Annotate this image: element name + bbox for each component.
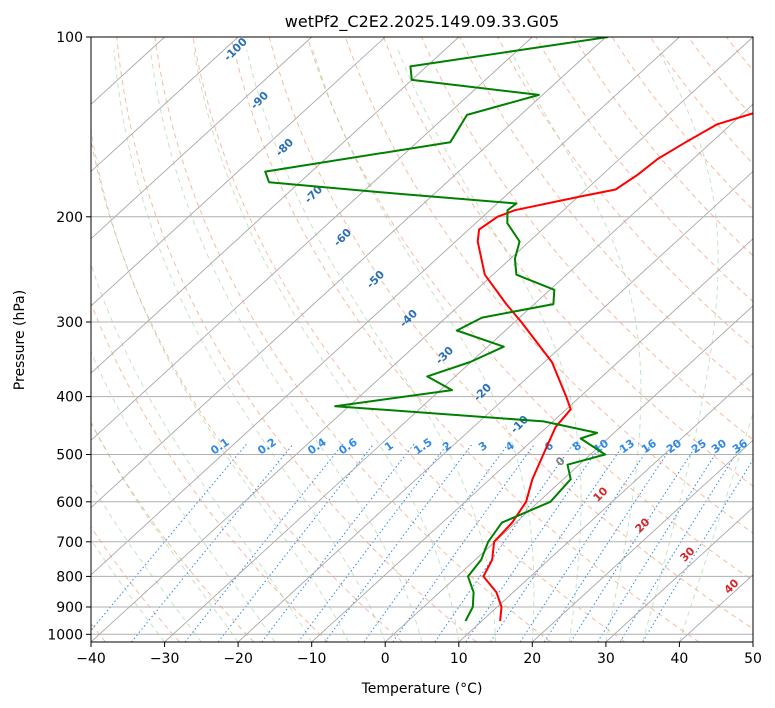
y-tick-label: 1000 bbox=[47, 627, 83, 643]
skewed-isotherms bbox=[91, 37, 753, 642]
moist-adiabat-line bbox=[397, 49, 582, 642]
x-tick-label: 30 bbox=[597, 651, 615, 667]
y-tick-label: 100 bbox=[56, 30, 83, 46]
isobar-gridlines bbox=[91, 37, 753, 635]
dry-adiabat-line bbox=[344, 37, 753, 534]
mixing-ratio-line bbox=[131, 443, 294, 642]
mixing-ratio-line bbox=[91, 443, 248, 632]
dry-adiabat-line bbox=[573, 37, 753, 257]
isotherm-line bbox=[91, 37, 533, 441]
y-tick-label: 800 bbox=[56, 569, 83, 585]
moist-adiabat-line bbox=[91, 126, 349, 642]
moist-adiabat-line bbox=[91, 350, 276, 642]
y-axis-label: Pressure (hPa) bbox=[12, 290, 28, 390]
isotherm-line bbox=[91, 37, 607, 509]
mixing-ratio-line bbox=[519, 443, 652, 642]
y-tick-label: 400 bbox=[56, 390, 83, 406]
moist-adiabat-line bbox=[678, 411, 753, 642]
x-tick-label: 40 bbox=[670, 651, 688, 667]
x-tick-label: −10 bbox=[297, 651, 327, 667]
mixing-ratio-line bbox=[434, 443, 574, 642]
mixing-ratio-line bbox=[490, 443, 625, 642]
moist-adiabat-line bbox=[91, 262, 313, 642]
dry-adiabat-line bbox=[497, 37, 753, 348]
mixing-ratio-line bbox=[324, 443, 473, 642]
moist-adiabat-line bbox=[312, 49, 535, 642]
isotherm-line bbox=[237, 170, 753, 642]
moist-adiabat-line bbox=[113, 49, 386, 642]
y-axis-ticks: 100 200 300 400 500 600 700 800 900 1000 bbox=[47, 30, 91, 643]
dry-adiabat-line bbox=[91, 526, 181, 642]
moist-adiabats bbox=[91, 49, 753, 642]
chart-title: wetPf2_C2E2.2025.149.09.33.G05 bbox=[285, 12, 559, 32]
isotherm-line bbox=[531, 439, 753, 642]
dry-adiabat-line bbox=[535, 37, 753, 303]
dry-adiabat-line bbox=[91, 137, 403, 642]
sounding-profiles bbox=[264, 37, 753, 622]
dewpoint-profile-line bbox=[264, 37, 609, 622]
dry-adiabat-line bbox=[154, 37, 551, 642]
dry-adiabat-line bbox=[421, 37, 753, 441]
dry-adiabat-line bbox=[91, 302, 329, 642]
y-tick-label: 200 bbox=[56, 210, 83, 226]
mixing-ratio-line bbox=[465, 443, 603, 642]
mixing-ratio-line bbox=[297, 443, 448, 642]
plot-area: 0.1 0.2 0.4 0.6 1 1.5 2 3 4 6 8 10 13 16 20 25 30 36-100-… bbox=[91, 37, 753, 642]
dry-adiabat-line bbox=[268, 37, 753, 630]
y-tick-label: 700 bbox=[56, 535, 83, 551]
isotherm-line bbox=[91, 37, 680, 576]
isotherm-line bbox=[164, 103, 753, 642]
mixing-ratio-line bbox=[261, 443, 415, 642]
isotherm-line bbox=[605, 506, 753, 642]
x-tick-label: −40 bbox=[76, 651, 106, 667]
mixing-ratio-line bbox=[597, 443, 723, 642]
temperature-profile-line bbox=[476, 112, 753, 622]
moist-adiabat-line bbox=[150, 49, 423, 642]
mixing-ratio-line bbox=[543, 443, 674, 642]
x-tick-label: 0 bbox=[381, 651, 390, 667]
moist-adiabat-line bbox=[193, 49, 460, 642]
mixing-ratio-lines bbox=[91, 443, 753, 642]
mixing-ratio-line bbox=[363, 443, 509, 642]
mixing-ratio-line bbox=[619, 443, 743, 642]
isotherm-line bbox=[91, 37, 753, 642]
moist-adiabat-line bbox=[91, 421, 239, 642]
y-tick-label: 500 bbox=[56, 448, 83, 464]
y-tick-label: 600 bbox=[56, 495, 83, 511]
isotherm-line bbox=[91, 37, 460, 374]
y-tick-label: 900 bbox=[56, 600, 83, 616]
moist-adiabat-line bbox=[509, 49, 642, 642]
x-tick-label: 10 bbox=[450, 651, 468, 667]
isotherm-line bbox=[91, 37, 313, 240]
isotherm-line bbox=[311, 238, 753, 642]
dry-adiabat-line bbox=[611, 37, 753, 211]
dry-adiabat-line bbox=[459, 37, 753, 394]
mixing-ratio-line bbox=[642, 458, 753, 642]
isotherm-line bbox=[91, 37, 239, 173]
x-axis-ticks: −40 −30 −20 −10 0 10 20 30 40 50 bbox=[76, 642, 762, 667]
x-tick-label: −30 bbox=[150, 651, 180, 667]
isotherm-line bbox=[458, 372, 753, 642]
isotherm-line bbox=[91, 37, 386, 307]
x-axis-label: Temperature (°C) bbox=[361, 681, 483, 697]
x-tick-label: 20 bbox=[523, 651, 541, 667]
mixing-ratio-line bbox=[570, 443, 698, 642]
x-tick-label: −20 bbox=[223, 651, 253, 667]
plot-frame bbox=[90, 36, 754, 643]
dry-adiabat-line bbox=[192, 37, 626, 642]
y-tick-label: 300 bbox=[56, 315, 83, 331]
dry-adiabat-line bbox=[383, 37, 753, 487]
x-tick-label: 50 bbox=[744, 651, 762, 667]
dry-adiabat-line bbox=[116, 37, 477, 642]
